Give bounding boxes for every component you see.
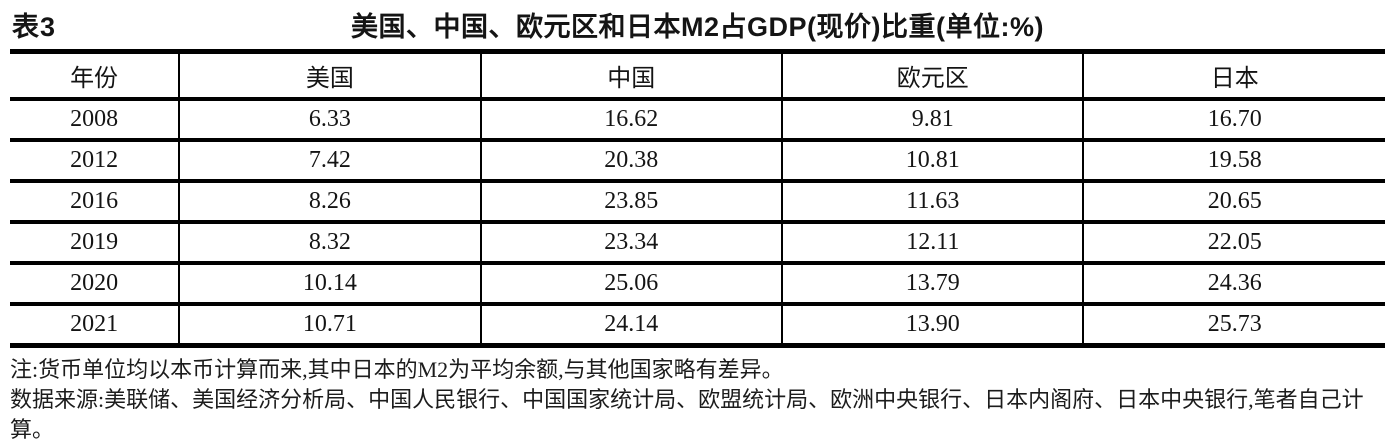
table-header-row: 年份 美国 中国 欧元区 日本: [10, 51, 1385, 101]
value-cell: 6.33: [178, 99, 481, 142]
table-row: 2019 8.32 23.34 12.11 22.05: [10, 222, 1385, 265]
value-cell: 10.71: [178, 304, 481, 348]
year-cell: 2012: [10, 140, 180, 183]
table-number-label: 表3: [12, 12, 57, 42]
value-cell: 8.26: [178, 181, 481, 224]
value-cell: 16.62: [479, 99, 783, 142]
value-cell: 16.70: [1082, 99, 1385, 142]
value-cell: 12.11: [781, 222, 1084, 265]
value-cell: 7.42: [178, 140, 481, 183]
column-header: 日本: [1082, 51, 1385, 101]
year-cell: 2020: [10, 263, 180, 306]
page: 表3 美国、中国、欧元区和日本M2占GDP(现价)比重(单位:%) 年份 美国 中国…: [10, 7, 1385, 442]
year-cell: 2016: [10, 181, 180, 224]
value-cell: 24.36: [1082, 263, 1385, 306]
value-cell: 22.05: [1082, 222, 1385, 265]
table-row: 2008 6.33 16.62 9.81 16.70: [10, 99, 1385, 142]
value-cell: 25.73: [1082, 304, 1385, 348]
table-note: 注:货币单位均以本币计算而来,其中日本的M2为平均余额,与其他国家略有差异。: [10, 357, 784, 382]
data-source-note: 数据来源:美联储、美国经济分析局、中国人民银行、中国国家统计局、欧盟统计局、欧洲…: [10, 387, 1364, 442]
value-cell: 25.06: [479, 263, 783, 306]
column-header: 年份: [10, 51, 180, 101]
m2-gdp-table: 年份 美国 中国 欧元区 日本 2008 6.33 16.62 9.81 16.70 2012 7.…: [10, 49, 1385, 348]
value-cell: 10.14: [178, 263, 481, 306]
year-cell: 2008: [10, 99, 180, 142]
value-cell: 9.81: [781, 99, 1084, 142]
value-cell: 23.85: [479, 181, 783, 224]
table-row: 2021 10.71 24.14 13.90 25.73: [10, 304, 1385, 348]
table-header: 年份 美国 中国 欧元区 日本: [10, 51, 1385, 101]
value-cell: 8.32: [178, 222, 481, 265]
value-cell: 24.14: [479, 304, 783, 348]
table-notes: 注:货币单位均以本币计算而来,其中日本的M2为平均余额,与其他国家略有差异。 数…: [10, 355, 1385, 445]
value-cell: 13.90: [781, 304, 1084, 348]
column-header: 欧元区: [781, 51, 1084, 101]
table-row: 2016 8.26 23.85 11.63 20.65: [10, 181, 1385, 224]
year-cell: 2019: [10, 222, 180, 265]
table-title: 美国、中国、欧元区和日本M2占GDP(现价)比重(单位:%): [351, 12, 1044, 42]
table-body: 2008 6.33 16.62 9.81 16.70 2012 7.42 20.38 10.81…: [10, 99, 1385, 348]
year-cell: 2021: [10, 304, 180, 348]
value-cell: 13.79: [781, 263, 1084, 306]
column-header: 中国: [479, 51, 783, 101]
table-row: 2012 7.42 20.38 10.81 19.58: [10, 140, 1385, 183]
table-caption-row: 表3 美国、中国、欧元区和日本M2占GDP(现价)比重(单位:%): [10, 7, 1385, 49]
value-cell: 10.81: [781, 140, 1084, 183]
column-header: 美国: [178, 51, 481, 101]
value-cell: 20.38: [479, 140, 783, 183]
value-cell: 20.65: [1082, 181, 1385, 224]
table-row: 2020 10.14 25.06 13.79 24.36: [10, 263, 1385, 306]
value-cell: 19.58: [1082, 140, 1385, 183]
value-cell: 11.63: [781, 181, 1084, 224]
value-cell: 23.34: [479, 222, 783, 265]
